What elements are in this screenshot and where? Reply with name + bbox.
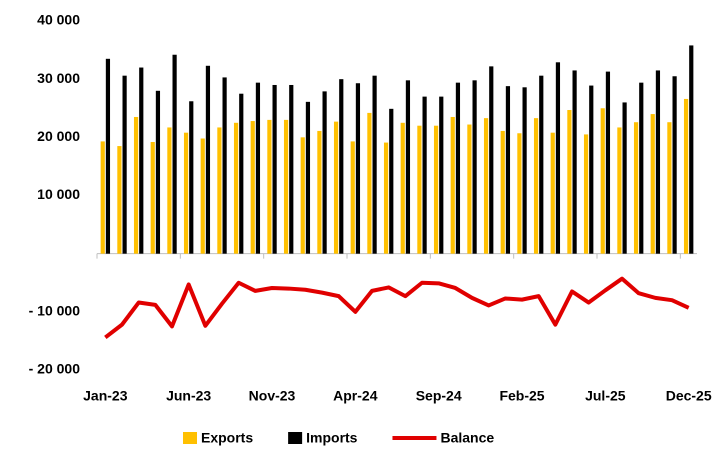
bar [439,96,444,254]
bar [383,142,389,254]
y-tick-label: 10 000 [37,186,80,202]
bar [122,75,127,254]
bar [539,75,544,254]
bar [489,66,494,254]
y-tick-label: 20 000 [37,128,80,144]
x-tick-label: Apr-24 [333,388,378,404]
y-tick-label: - 10 000 [29,303,81,319]
bar [572,70,577,254]
bar [205,65,211,254]
x-tick-label: Nov-23 [249,388,296,404]
bar [505,86,511,254]
legend-label: Balance [440,430,494,446]
bar [589,85,594,254]
bar [267,119,272,254]
bar [617,127,622,254]
x-tick-label: Feb-25 [499,388,544,404]
bar [667,122,672,254]
bar [500,130,505,254]
bar [339,79,344,254]
bar [400,122,405,254]
bar [200,138,205,254]
y-tick-label: 30 000 [37,70,80,86]
bar [239,93,244,254]
bar [517,133,522,254]
bar [150,141,155,254]
bar [289,84,294,254]
bar [283,119,289,254]
x-tick-label: Dec-25 [666,388,712,404]
bar [433,125,439,254]
bar [672,76,677,254]
legend-label: Exports [201,430,253,446]
bar [622,102,627,254]
line [104,276,690,340]
legend-swatch [183,432,197,444]
bar [189,101,194,254]
bar [117,146,122,254]
bar [305,101,311,254]
bar [483,118,489,254]
bar [450,116,455,254]
x-tick-label: Jan-23 [83,388,128,404]
bar [422,96,427,254]
bar [250,121,255,254]
bar [133,116,139,254]
bar [417,125,422,254]
bar [183,132,189,254]
bar [389,108,394,254]
bar [550,132,555,254]
bar [100,141,105,254]
bar [317,130,322,254]
legend-label: Imports [306,430,358,446]
bar [567,109,572,254]
bar [372,75,377,254]
bar [650,114,655,254]
bar [455,82,461,254]
bar [683,98,689,254]
bar [333,121,339,254]
bar [405,80,411,254]
bar [322,91,327,254]
bar [255,82,261,254]
bar [533,118,539,254]
bar [217,127,222,254]
x-tick-label: Sep-24 [416,388,462,404]
x-tick-label: Jul-25 [585,388,626,404]
bar [555,62,561,254]
bar [600,108,605,254]
bar [472,80,477,254]
bar [272,84,277,254]
bar [139,67,144,254]
bar [633,122,639,254]
bar [467,124,472,254]
bar [355,83,361,254]
bar [167,127,172,254]
bar [222,77,227,254]
bar [583,134,589,254]
bar [367,112,372,254]
bar [639,82,644,254]
legend-swatch [288,432,303,444]
x-tick-label: Jun-23 [166,388,211,404]
bar [172,54,177,254]
bar [105,58,111,254]
bar [350,141,355,254]
bar [155,90,161,254]
bar [689,45,694,254]
bar [522,87,527,254]
bar [655,70,661,254]
bar [300,137,305,254]
y-tick-label: 40 000 [37,12,80,28]
bar [233,122,239,254]
bar [605,71,611,254]
y-tick-label: - 20 000 [29,361,81,377]
